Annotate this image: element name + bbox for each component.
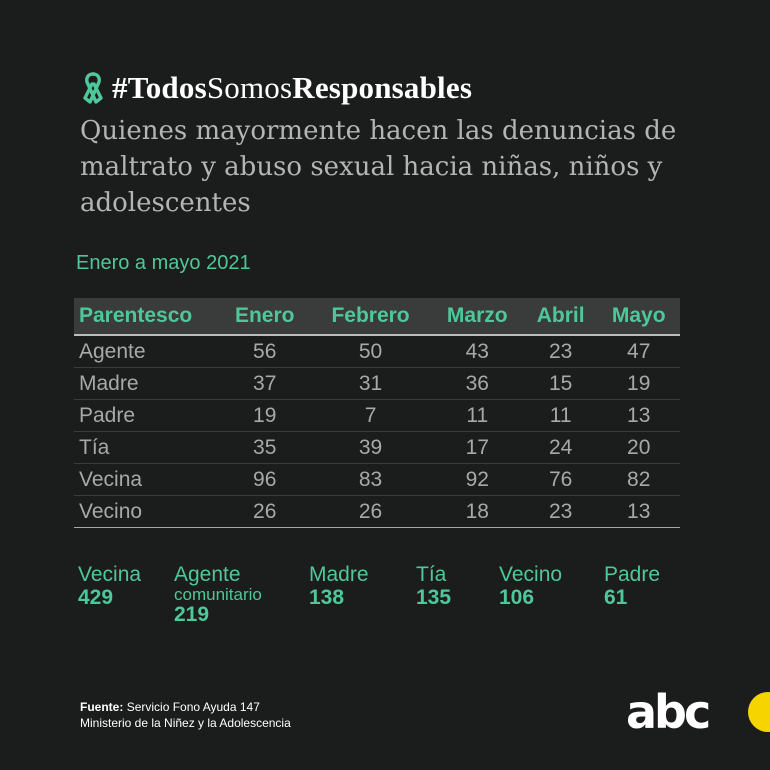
header-enero: Enero bbox=[219, 298, 311, 336]
total-value: 138 bbox=[309, 586, 345, 609]
cell-value: 47 bbox=[597, 335, 680, 368]
abc-logo: abc bbox=[626, 688, 770, 738]
total-label: Tía bbox=[416, 563, 447, 586]
total-item: Padre 61 bbox=[604, 564, 660, 610]
total-label: Vecina bbox=[78, 563, 142, 586]
hashtag-part-somos: Somos bbox=[206, 70, 293, 105]
cell-value: 17 bbox=[430, 431, 524, 464]
total-value: 219 bbox=[174, 603, 210, 626]
table-header-row: Parentesco Enero Febrero Marzo Abril May… bbox=[74, 298, 680, 336]
total-value: 106 bbox=[499, 586, 535, 609]
cell-value: 56 bbox=[219, 335, 311, 368]
header-febrero: Febrero bbox=[310, 298, 431, 336]
header-marzo: Marzo bbox=[430, 298, 524, 336]
row-label: Vecino bbox=[74, 495, 219, 528]
period-label: Enero a mayo 2021 bbox=[76, 252, 251, 274]
row-label: Agente bbox=[74, 335, 219, 368]
cell-value: 37 bbox=[219, 367, 311, 400]
cell-value: 26 bbox=[219, 495, 311, 528]
cell-value: 19 bbox=[597, 367, 680, 400]
header-abril: Abril bbox=[523, 298, 598, 336]
cell-value: 7 bbox=[310, 399, 431, 432]
cell-value: 43 bbox=[430, 335, 524, 368]
cell-value: 35 bbox=[219, 431, 311, 464]
source-label: Fuente: bbox=[80, 700, 124, 714]
total-label: Madre bbox=[309, 563, 369, 586]
total-label: Padre bbox=[604, 563, 661, 586]
cell-value: 23 bbox=[523, 335, 598, 368]
cell-value: 11 bbox=[523, 399, 598, 432]
cell-value: 26 bbox=[310, 495, 431, 528]
table-row: Madre 37 31 36 15 19 bbox=[74, 367, 680, 400]
total-label: Vecino bbox=[499, 563, 563, 586]
header-parentesco: Parentesco bbox=[74, 298, 219, 336]
table-row: Padre 19 7 11 11 13 bbox=[74, 399, 680, 432]
hashtag-part-responsables: Responsables bbox=[292, 70, 473, 105]
total-item: Vecino 106 bbox=[499, 564, 562, 610]
cell-value: 24 bbox=[523, 431, 598, 464]
total-value: 135 bbox=[416, 586, 452, 609]
total-item: Tía 135 bbox=[416, 564, 451, 610]
header-mayo: Mayo bbox=[597, 298, 680, 336]
cell-value: 96 bbox=[219, 463, 311, 496]
total-value: 429 bbox=[78, 586, 114, 609]
total-item: Agente comunitario 219 bbox=[174, 564, 262, 627]
total-value: 61 bbox=[604, 586, 628, 609]
green-ribbon-icon bbox=[83, 72, 103, 104]
cell-value: 11 bbox=[430, 399, 524, 432]
cell-value: 13 bbox=[597, 399, 680, 432]
cell-value: 92 bbox=[430, 463, 524, 496]
source-note: Fuente: Servicio Fono Ayuda 147 Minister… bbox=[80, 699, 291, 731]
svg-text:abc: abc bbox=[626, 688, 709, 738]
cell-value: 18 bbox=[430, 495, 524, 528]
total-item: Vecina 429 bbox=[78, 564, 141, 610]
cell-value: 82 bbox=[597, 463, 680, 496]
table-row: Tía 35 39 17 24 20 bbox=[74, 431, 680, 464]
cell-value: 23 bbox=[523, 495, 598, 528]
row-label: Padre bbox=[74, 399, 219, 432]
cell-value: 19 bbox=[219, 399, 311, 432]
total-label: Agente bbox=[174, 563, 241, 586]
table-row: Vecina 96 83 92 76 82 bbox=[74, 463, 680, 496]
source-line2: Ministerio de la Niñez y la Adolescencia bbox=[80, 716, 291, 730]
cell-value: 13 bbox=[597, 495, 680, 528]
row-label: Vecina bbox=[74, 463, 219, 496]
cell-value: 83 bbox=[310, 463, 431, 496]
cell-value: 50 bbox=[310, 335, 431, 368]
row-label: Madre bbox=[74, 367, 219, 400]
cell-value: 76 bbox=[523, 463, 598, 496]
table-row: Agente 56 50 43 23 47 bbox=[74, 335, 680, 368]
hashtag-title: #Todos Somos Responsables bbox=[82, 70, 472, 106]
chart-subtitle: Quienes mayormente hacen las denuncias d… bbox=[80, 116, 677, 218]
source-line1: Servicio Fono Ayuda 147 bbox=[126, 700, 260, 714]
total-sublabel: comunitario bbox=[174, 585, 262, 604]
complaints-table: Parentesco Enero Febrero Marzo Abril May… bbox=[74, 298, 680, 528]
total-item: Madre 138 bbox=[309, 564, 369, 610]
cell-value: 31 bbox=[310, 367, 431, 400]
cell-value: 39 bbox=[310, 431, 431, 464]
table-row: Vecino 26 26 18 23 13 bbox=[74, 495, 680, 528]
hashtag-part-todos: #Todos bbox=[112, 70, 207, 105]
cell-value: 36 bbox=[430, 367, 524, 400]
cell-value: 20 bbox=[597, 431, 680, 464]
row-label: Tía bbox=[74, 431, 219, 464]
cell-value: 15 bbox=[523, 367, 598, 400]
